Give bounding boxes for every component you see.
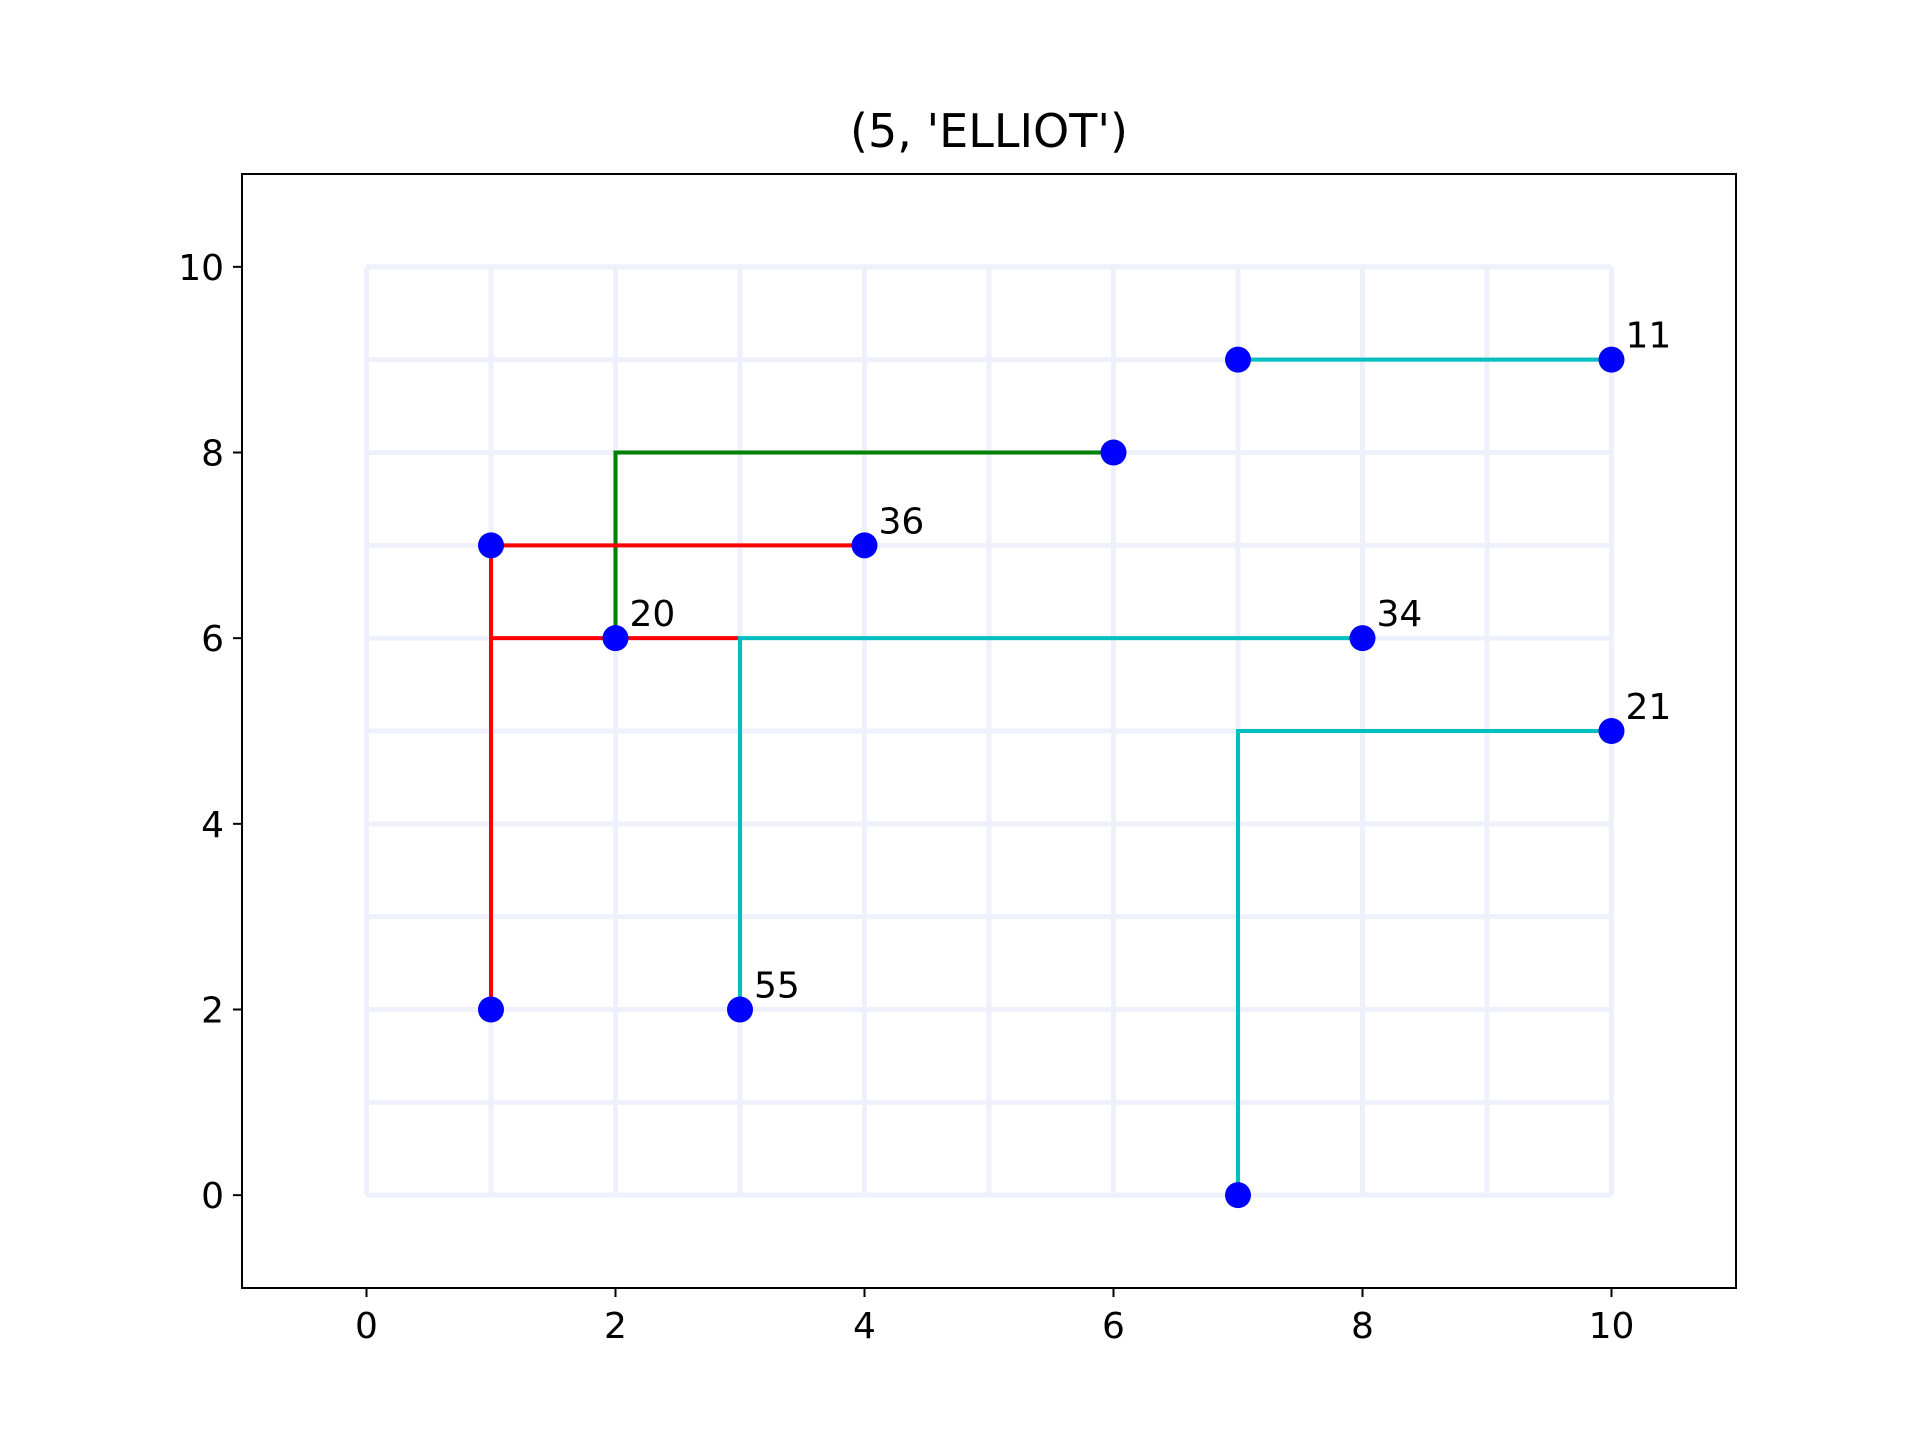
route-line [738,636,1363,1010]
label-layer: 11 36 20 34 21 55 [630,316,1672,1007]
x-tick-label: 4 [853,1306,876,1347]
x-tick-label: 2 [604,1306,627,1347]
point-label: 21 [1626,687,1672,728]
point-label: 11 [1626,316,1672,357]
chart-title: (5, 'ELLIOT') [850,104,1128,158]
x-tick-label: 6 [1102,1306,1125,1347]
y-tick-label: 8 [201,434,224,475]
point-label: 34 [1377,594,1423,635]
x-axis: 0 2 4 6 8 10 [355,1288,1634,1347]
data-point [478,996,504,1023]
point-layer [478,346,1625,1209]
y-tick-label: 6 [201,619,224,660]
data-point [727,996,753,1023]
data-point [1225,1182,1251,1209]
y-tick-label: 10 [178,248,224,289]
x-tick-label: 8 [1351,1306,1374,1347]
x-tick-label: 10 [1589,1306,1635,1347]
data-point [478,532,504,559]
data-point [1100,439,1127,466]
y-tick-label: 2 [201,991,224,1032]
data-point [1598,718,1625,744]
point-label: 20 [630,594,676,635]
y-tick-label: 4 [201,805,224,846]
point-label: 36 [879,501,925,542]
data-point [1225,346,1251,373]
plot-frame [241,173,1737,1289]
data-point [851,532,878,559]
point-label: 55 [754,966,800,1007]
data-point [602,625,629,652]
data-point [1349,625,1376,652]
x-tick-label: 0 [355,1306,378,1347]
y-axis: 0 2 4 6 8 10 [178,248,242,1217]
route-line [1236,729,1612,1196]
route-line [613,450,1114,639]
data-point [1598,346,1625,373]
y-tick-label: 0 [201,1176,224,1217]
